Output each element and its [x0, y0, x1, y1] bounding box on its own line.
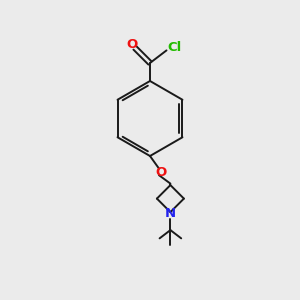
Text: N: N [165, 207, 176, 220]
Text: O: O [126, 38, 138, 51]
Text: Cl: Cl [167, 41, 181, 54]
Text: O: O [155, 166, 166, 179]
